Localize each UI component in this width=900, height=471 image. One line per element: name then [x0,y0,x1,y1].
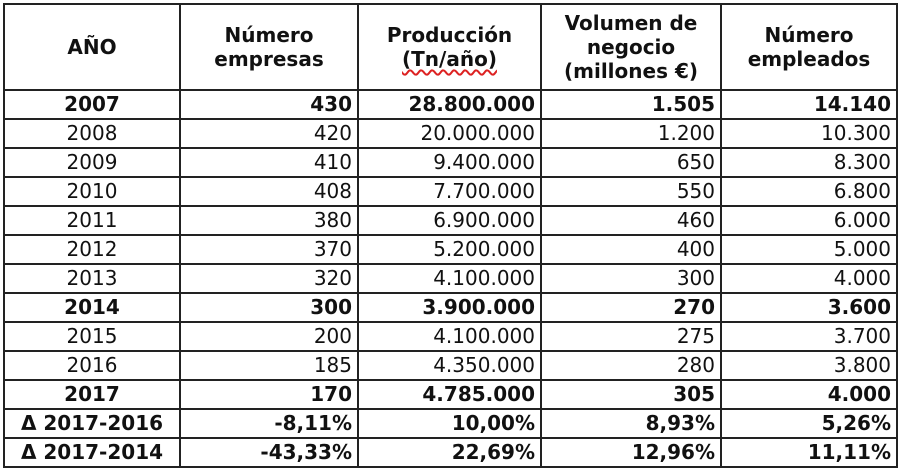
cell-empleados: 3.700 [720,321,898,352]
header-numero-empleados: Número empleados [720,3,898,91]
cell-volumen: 550 [540,176,722,207]
table-row-delta: Δ 2017-2016 -8,11% 10,00% 8,93% 5,26% [3,408,898,439]
header-row: AÑO Número empresas Producción (Tn/año) … [3,3,898,91]
cell-year: 2011 [3,205,181,236]
cell-produccion: 9.400.000 [357,147,542,178]
cell-empresas: 300 [179,292,359,323]
header-anio: AÑO [3,3,181,91]
cell-empresas: 408 [179,176,359,207]
cell-empresas: 420 [179,118,359,149]
cell-year: 2010 [3,176,181,207]
cell-produccion: 5.200.000 [357,234,542,265]
cell-empleados: 10.300 [720,118,898,149]
cell-produccion: 4.785.000 [357,379,542,410]
cell-delta-label: Δ 2017-2016 [3,408,181,439]
cell-year: 2013 [3,263,181,294]
table-row: 2007 430 28.800.000 1.505 14.140 [3,89,898,120]
cell-year: 2008 [3,118,181,149]
header-volumen-line-2: negocio [586,35,676,59]
header-numero-empleados-line-2: empleados [747,47,871,71]
cell-empresas: -8,11% [179,408,359,439]
cell-year: 2017 [3,379,181,410]
table-header: AÑO Número empresas Producción (Tn/año) … [3,3,898,91]
table-row: 2010 408 7.700.000 550 6.800 [3,176,898,207]
header-produccion: Producción (Tn/año) [357,3,542,91]
cell-empresas: 380 [179,205,359,236]
header-numero-empresas-line-2: empresas [214,47,324,71]
table-row: 2017 170 4.785.000 305 4.000 [3,379,898,410]
cell-empresas: 370 [179,234,359,265]
table-row: 2014 300 3.900.000 270 3.600 [3,292,898,323]
cell-empresas: 430 [179,89,359,120]
header-volumen-line-1: Volumen de [564,11,698,35]
cell-volumen: 8,93% [540,408,722,439]
cell-empleados: 5.000 [720,234,898,265]
cell-year: 2009 [3,147,181,178]
data-table-container: AÑO Número empresas Producción (Tn/año) … [3,3,898,468]
table-row: 2015 200 4.100.000 275 3.700 [3,321,898,352]
cell-produccion: 28.800.000 [357,89,542,120]
table-body: 2007 430 28.800.000 1.505 14.140 2008 42… [3,89,898,468]
cell-empleados: 14.140 [720,89,898,120]
cell-year: 2012 [3,234,181,265]
cell-volumen: 460 [540,205,722,236]
header-produccion-line-1: Producción [386,23,513,47]
header-anio-label: AÑO [67,35,117,59]
cell-empleados: 8.300 [720,147,898,178]
cell-produccion: 22,69% [357,437,542,468]
cell-volumen: 275 [540,321,722,352]
cell-volumen: 650 [540,147,722,178]
cell-volumen: 1.200 [540,118,722,149]
table-row: 2013 320 4.100.000 300 4.000 [3,263,898,294]
cell-produccion: 4.350.000 [357,350,542,381]
cell-empresas: 185 [179,350,359,381]
cell-empleados: 6.000 [720,205,898,236]
cell-empleados: 5,26% [720,408,898,439]
cell-produccion: 6.900.000 [357,205,542,236]
cell-volumen: 400 [540,234,722,265]
cell-produccion: 7.700.000 [357,176,542,207]
cell-year: 2014 [3,292,181,323]
table-row: 2016 185 4.350.000 280 3.800 [3,350,898,381]
cell-empleados: 3.800 [720,350,898,381]
table-row: 2012 370 5.200.000 400 5.000 [3,234,898,265]
cell-empleados: 4.000 [720,379,898,410]
cell-produccion: 3.900.000 [357,292,542,323]
cell-empleados: 11,11% [720,437,898,468]
cell-produccion: 20.000.000 [357,118,542,149]
cell-produccion: 10,00% [357,408,542,439]
cell-volumen: 270 [540,292,722,323]
cell-empleados: 6.800 [720,176,898,207]
cell-delta-label: Δ 2017-2014 [3,437,181,468]
cell-volumen: 12,96% [540,437,722,468]
header-produccion-line-2: (Tn/año) [402,47,497,71]
cell-empresas: 200 [179,321,359,352]
cell-produccion: 4.100.000 [357,263,542,294]
cell-empleados: 4.000 [720,263,898,294]
table-row: 2009 410 9.400.000 650 8.300 [3,147,898,178]
statistics-table: AÑO Número empresas Producción (Tn/año) … [3,3,898,468]
cell-year: 2015 [3,321,181,352]
cell-volumen: 305 [540,379,722,410]
cell-empresas: 320 [179,263,359,294]
cell-empresas: 410 [179,147,359,178]
cell-year: 2016 [3,350,181,381]
cell-empresas: -43,33% [179,437,359,468]
header-volumen-negocio: Volumen de negocio (millones €) [540,3,722,91]
header-numero-empleados-line-1: Número [764,23,854,47]
header-numero-empresas-line-1: Número [224,23,314,47]
cell-empleados: 3.600 [720,292,898,323]
cell-volumen: 280 [540,350,722,381]
table-row: 2008 420 20.000.000 1.200 10.300 [3,118,898,149]
cell-volumen: 1.505 [540,89,722,120]
header-numero-empresas: Número empresas [179,3,359,91]
cell-year: 2007 [3,89,181,120]
table-row: 2011 380 6.900.000 460 6.000 [3,205,898,236]
table-row-delta: Δ 2017-2014 -43,33% 22,69% 12,96% 11,11% [3,437,898,468]
cell-volumen: 300 [540,263,722,294]
cell-produccion: 4.100.000 [357,321,542,352]
cell-empresas: 170 [179,379,359,410]
header-volumen-line-3: (millones €) [563,59,698,83]
